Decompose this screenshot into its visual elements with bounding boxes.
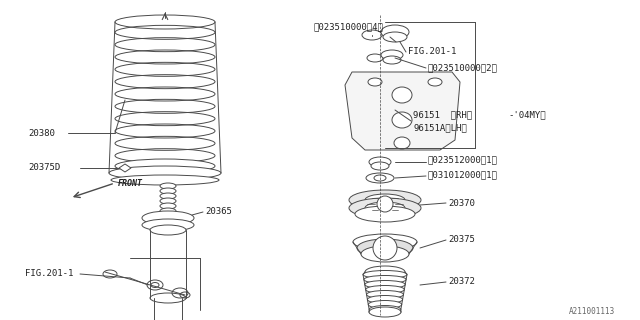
Ellipse shape <box>160 203 176 209</box>
Text: 96151A〈LH〉: 96151A〈LH〉 <box>413 124 467 132</box>
Text: 20370: 20370 <box>448 198 475 207</box>
Text: 20375D: 20375D <box>28 164 60 172</box>
Text: FRONT: FRONT <box>118 179 143 188</box>
Ellipse shape <box>357 239 413 257</box>
Ellipse shape <box>369 307 401 317</box>
Text: 96151  〈RH〉: 96151 〈RH〉 <box>413 110 472 119</box>
Ellipse shape <box>150 293 186 303</box>
Ellipse shape <box>150 225 186 235</box>
Ellipse shape <box>365 266 405 278</box>
Ellipse shape <box>377 196 393 212</box>
Ellipse shape <box>367 291 403 299</box>
Polygon shape <box>345 72 460 150</box>
Text: 20375: 20375 <box>448 236 475 244</box>
Text: Ⓝ023510000（4）: Ⓝ023510000（4） <box>313 22 383 31</box>
Ellipse shape <box>365 285 404 293</box>
Ellipse shape <box>355 206 415 222</box>
Ellipse shape <box>160 183 176 189</box>
Ellipse shape <box>381 25 409 39</box>
Ellipse shape <box>349 198 421 218</box>
Polygon shape <box>119 164 131 172</box>
Ellipse shape <box>369 157 391 167</box>
Ellipse shape <box>371 162 389 170</box>
Text: 20372: 20372 <box>448 277 475 286</box>
Ellipse shape <box>366 173 394 183</box>
Ellipse shape <box>428 78 442 86</box>
Ellipse shape <box>373 236 397 260</box>
Text: Ⓝ023512000（1）: Ⓝ023512000（1） <box>428 156 498 164</box>
Ellipse shape <box>394 137 410 149</box>
Ellipse shape <box>142 211 194 225</box>
Ellipse shape <box>367 295 403 303</box>
Ellipse shape <box>142 219 194 231</box>
Ellipse shape <box>392 112 412 128</box>
Ellipse shape <box>383 56 401 64</box>
Ellipse shape <box>349 190 421 210</box>
Ellipse shape <box>365 194 405 206</box>
Ellipse shape <box>111 175 219 185</box>
Text: FIG.201-1: FIG.201-1 <box>25 269 74 278</box>
Ellipse shape <box>160 208 176 214</box>
Text: FIG.201-1: FIG.201-1 <box>408 47 456 57</box>
Ellipse shape <box>383 32 407 42</box>
Ellipse shape <box>160 193 176 199</box>
Ellipse shape <box>160 188 176 194</box>
Ellipse shape <box>353 234 417 250</box>
Text: A211001113: A211001113 <box>569 308 615 316</box>
Ellipse shape <box>109 166 221 180</box>
Ellipse shape <box>374 175 386 181</box>
Ellipse shape <box>392 87 412 103</box>
Ellipse shape <box>368 78 382 86</box>
Text: Ⓟ031012000（1）: Ⓟ031012000（1） <box>428 171 498 180</box>
Ellipse shape <box>368 300 402 308</box>
Ellipse shape <box>362 30 382 40</box>
Ellipse shape <box>365 202 405 214</box>
Ellipse shape <box>381 50 403 60</box>
Ellipse shape <box>363 270 407 278</box>
Text: 20380: 20380 <box>28 129 55 138</box>
Ellipse shape <box>369 306 401 314</box>
Text: -'04MY〉: -'04MY〉 <box>508 110 546 119</box>
Ellipse shape <box>367 54 383 62</box>
Text: 20365: 20365 <box>205 207 232 217</box>
Ellipse shape <box>361 246 409 262</box>
Ellipse shape <box>160 198 176 204</box>
Ellipse shape <box>364 276 406 284</box>
Ellipse shape <box>115 15 215 29</box>
Ellipse shape <box>365 281 405 289</box>
Text: Ⓝ023510000（2）: Ⓝ023510000（2） <box>428 63 498 73</box>
Ellipse shape <box>115 159 215 173</box>
